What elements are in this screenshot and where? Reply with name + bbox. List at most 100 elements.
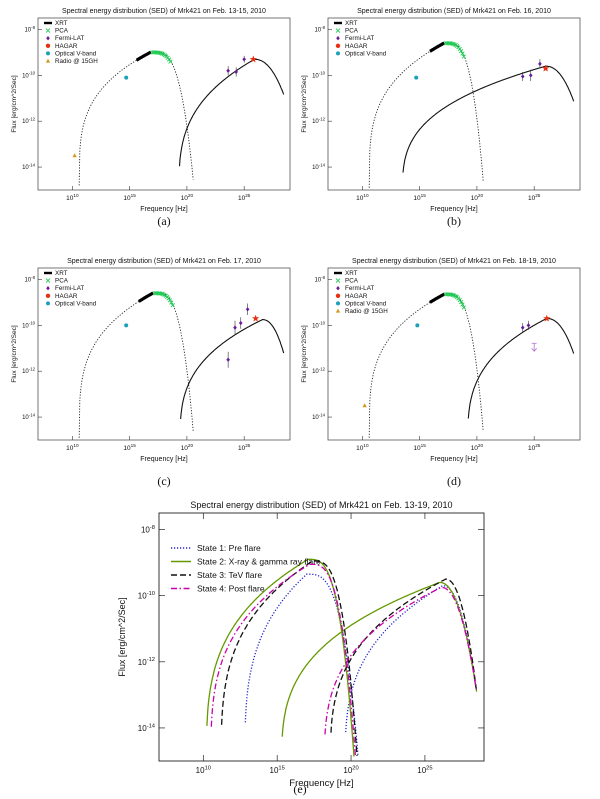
legend-label: Radio @ 15GH	[55, 58, 98, 65]
x-tick-label: 1020	[181, 193, 194, 202]
fermi-data-point	[526, 323, 531, 328]
y-axis-label: Flux [erg/cm^2/Sec]	[301, 325, 308, 382]
y-tick-label: 10-14	[22, 162, 36, 171]
y-axis-label: Flux [erg/cm^2/Sec]	[301, 75, 308, 132]
panel-b: Spectral energy distribution (SED) of Mr…	[301, 8, 581, 228]
synchrotron-model-curve	[78, 50, 194, 186]
x-tick-label: 1020	[181, 443, 194, 452]
legend-label: PCA	[55, 278, 69, 285]
y-tick-label: 10-14	[312, 412, 326, 421]
y-tick-label: 10-8	[24, 275, 35, 284]
optical-data-point	[415, 323, 420, 328]
pca-data-point	[167, 298, 173, 303]
hagar-data-point	[252, 314, 260, 322]
legend-symbol-pca	[45, 278, 51, 283]
xrt-data	[429, 292, 446, 304]
pca-data-point	[460, 51, 465, 56]
panel-title: Spectral energy distribution (SED) of Mr…	[62, 8, 266, 15]
y-tick-label: 10-14	[312, 162, 326, 171]
x-tick-label: 1025	[528, 443, 541, 452]
legend-label: HAGAR	[345, 293, 368, 300]
synchrotron-model-curve	[78, 291, 194, 438]
panel-title: Spectral energy distribution (SED) of Mr…	[352, 258, 556, 265]
y-axis-label: Flux [erg/cm^2/Sec]	[11, 75, 18, 132]
panel-caption: (c)	[157, 474, 170, 488]
y-tick-label: 10-14	[22, 412, 36, 421]
legend-label: HAGAR	[55, 293, 78, 300]
fermi-data-point	[233, 325, 237, 330]
y-axis-label: Flux [erg/cm^2/Sec]	[117, 597, 127, 676]
y-tick-label: 10-12	[138, 657, 155, 667]
x-tick-label: 1025	[238, 193, 251, 202]
y-tick-label: 10-8	[24, 25, 35, 34]
panel-e: Spectral energy distribution (SED) of Mr…	[117, 500, 485, 796]
y-tick-label: 10-10	[22, 321, 36, 330]
legend-label: Radio @ 15GH	[345, 308, 388, 315]
chart-frame	[158, 512, 485, 762]
panel-caption: (a)	[157, 214, 170, 228]
x-tick-label: 1025	[238, 443, 251, 452]
legend-label: HAGAR	[345, 43, 368, 50]
legend-label: HAGAR	[55, 43, 78, 50]
chart-title: Spectral energy distribution (SED) of Mr…	[190, 500, 452, 510]
series-2-inverse-compton	[281, 581, 478, 737]
fermi-data-point	[528, 73, 533, 78]
x-axis-label: Frequency [Hz]	[289, 778, 353, 789]
x-tick-label: 1015	[413, 193, 426, 202]
fermi-data-point	[520, 325, 525, 330]
fermi-data-point	[238, 320, 243, 326]
xrt-data	[135, 50, 152, 62]
panel-caption: (e)	[293, 782, 306, 796]
legend-label: Optical V-band	[55, 300, 97, 307]
legend-symbol-optical	[336, 301, 340, 306]
pca-data-point	[169, 300, 174, 305]
inverse-compton-model-curve	[402, 65, 575, 173]
panel-a: Spectral energy distribution (SED) of Mr…	[11, 8, 291, 228]
hagar-data-point	[249, 55, 257, 63]
y-tick-label: 10-12	[22, 117, 36, 126]
legend-label: XRT	[345, 270, 358, 277]
inverse-compton-model-curve	[178, 58, 285, 167]
legend-symbol-fermi	[46, 286, 50, 291]
y-axis-label: Flux [erg/cm^2/Sec]	[11, 325, 18, 382]
y-tick-label: 10-14	[138, 723, 156, 733]
x-tick-label: 1010	[196, 765, 211, 775]
pca-data-point	[461, 54, 466, 59]
series-2-synchrotron	[206, 558, 355, 757]
fermi-data-point	[242, 57, 246, 62]
x-tick-label: 1020	[471, 443, 484, 452]
legend-label: XRT	[345, 20, 358, 27]
panel-title: Spectral energy distribution (SED) of Mr…	[67, 258, 261, 265]
series-3-inverse-compton	[330, 578, 477, 733]
series-4-inverse-compton	[324, 586, 477, 735]
legend-symbol-radio	[335, 308, 341, 313]
y-tick-label: 10-12	[22, 367, 36, 376]
synchrotron-model-curve	[368, 41, 484, 188]
legend-symbol-fermi	[336, 36, 340, 41]
fermi-data-point	[226, 68, 230, 73]
xrt-data	[137, 291, 154, 303]
y-tick-label: 10-10	[138, 591, 155, 601]
legend-symbol-optical	[46, 301, 50, 306]
pca-data-point	[457, 46, 462, 52]
legend-symbol-hagar	[45, 293, 51, 298]
pca-data-point	[457, 297, 462, 303]
y-tick-label: 10-10	[312, 71, 326, 80]
legend-label-series-1: State 1: Pre flare	[197, 543, 261, 553]
legend-symbol-optical	[46, 51, 50, 56]
legend-symbol-pca	[335, 278, 341, 283]
optical-data-point	[414, 75, 419, 80]
panel-frame	[327, 17, 581, 191]
fermi-data-point	[226, 357, 230, 362]
y-tick-label: 10-8	[314, 275, 325, 284]
legend-label-series-2: State 2: X-ray & gamma ray flare	[197, 557, 321, 567]
panel-d: Spectral energy distribution (SED) of Mr…	[301, 258, 581, 488]
inverse-compton-model-curve	[180, 319, 285, 420]
hagar-data-point	[542, 64, 550, 72]
radio-data-point	[72, 153, 77, 158]
panel-frame	[327, 267, 581, 441]
x-tick-label: 1020	[471, 193, 484, 202]
y-tick-label: 10-12	[312, 367, 326, 376]
pca-data-point	[461, 305, 466, 310]
